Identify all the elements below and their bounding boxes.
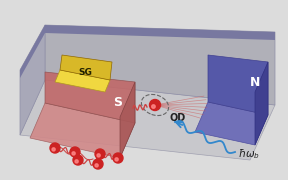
Text: SG: SG bbox=[78, 68, 92, 76]
Text: $\hbar\omega_b$: $\hbar\omega_b$ bbox=[238, 147, 260, 161]
Text: S: S bbox=[113, 96, 122, 109]
Polygon shape bbox=[195, 102, 268, 145]
Circle shape bbox=[93, 159, 103, 169]
Circle shape bbox=[95, 149, 105, 159]
Polygon shape bbox=[20, 80, 275, 160]
Polygon shape bbox=[45, 25, 275, 105]
Text: N: N bbox=[250, 75, 260, 89]
Circle shape bbox=[52, 148, 55, 151]
Circle shape bbox=[95, 164, 98, 167]
Polygon shape bbox=[30, 103, 135, 158]
Circle shape bbox=[75, 160, 78, 163]
Polygon shape bbox=[60, 55, 112, 80]
Circle shape bbox=[97, 154, 100, 157]
Circle shape bbox=[113, 153, 123, 163]
Circle shape bbox=[152, 105, 155, 108]
Polygon shape bbox=[45, 72, 135, 123]
Circle shape bbox=[70, 147, 80, 157]
Polygon shape bbox=[255, 62, 268, 145]
Polygon shape bbox=[120, 82, 135, 158]
Polygon shape bbox=[20, 25, 275, 78]
Text: QD: QD bbox=[170, 113, 186, 123]
Polygon shape bbox=[55, 70, 110, 92]
Circle shape bbox=[50, 143, 60, 153]
Circle shape bbox=[149, 100, 160, 111]
Circle shape bbox=[73, 155, 83, 165]
Polygon shape bbox=[20, 25, 45, 135]
Circle shape bbox=[115, 158, 118, 161]
Circle shape bbox=[72, 152, 75, 155]
Polygon shape bbox=[208, 55, 268, 115]
